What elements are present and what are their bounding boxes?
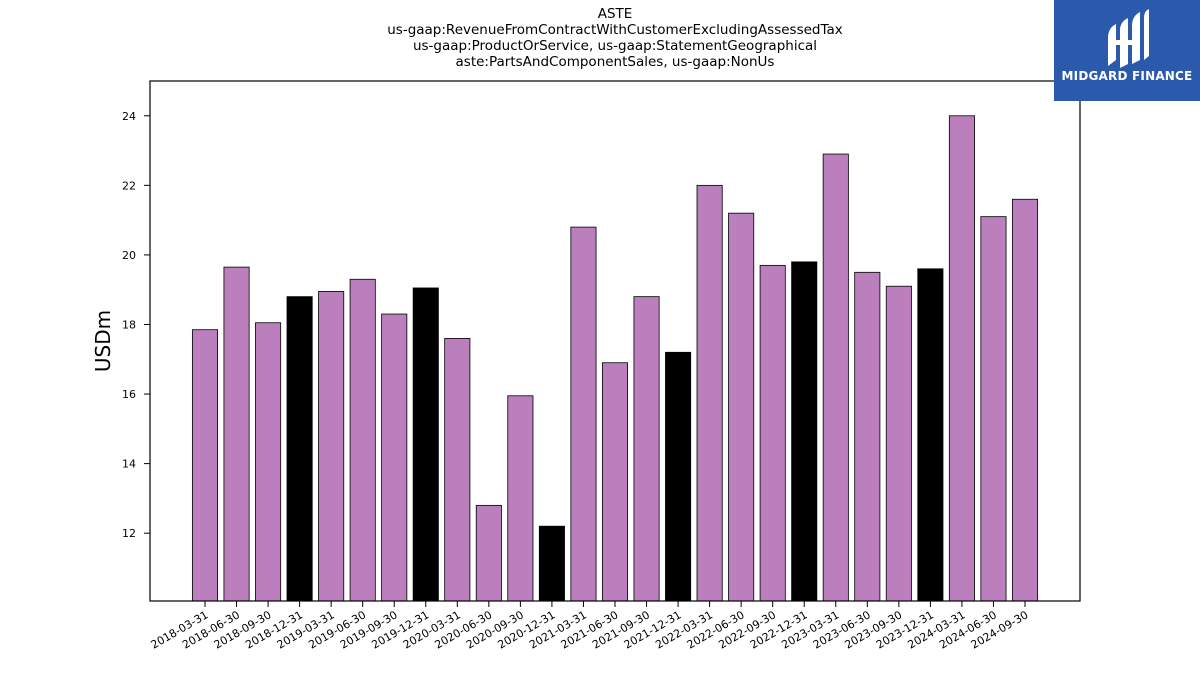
bar-2022-06-30 bbox=[728, 212, 755, 602]
bar-2022-09-30 bbox=[759, 264, 786, 602]
bar-2023-09-30 bbox=[885, 285, 912, 602]
y-tick-label-18: 18 bbox=[122, 318, 136, 331]
title-line-4: aste:PartsAndComponentSales, us-gaap:Non… bbox=[455, 54, 775, 70]
y-axis-label: USDm bbox=[91, 310, 115, 372]
bar-2018-12-31 bbox=[286, 296, 313, 602]
bar-2020-12-31 bbox=[538, 525, 565, 602]
x-axis: 2018-03-312018-06-302018-09-302018-12-31… bbox=[149, 601, 1031, 652]
bar-2024-03-31 bbox=[948, 115, 975, 602]
bar-2019-06-30 bbox=[349, 278, 376, 602]
bar-2021-03-31 bbox=[570, 226, 597, 602]
bar-2023-03-31 bbox=[822, 153, 849, 602]
y-tick-label-22: 22 bbox=[122, 179, 136, 192]
bar-2019-12-31 bbox=[412, 287, 439, 602]
bar-2024-09-30 bbox=[1011, 198, 1039, 602]
bar-2020-06-30 bbox=[475, 504, 502, 602]
bar-2021-12-31 bbox=[665, 351, 692, 602]
y-tick-label-14: 14 bbox=[122, 458, 136, 471]
bar-2021-09-30 bbox=[633, 296, 660, 602]
bar-2018-03-31 bbox=[191, 329, 219, 602]
bar-2022-12-31 bbox=[791, 261, 818, 602]
bar-2020-03-31 bbox=[444, 337, 471, 602]
y-tick-label-16: 16 bbox=[122, 388, 136, 401]
title-line-3: us-gaap:ProductOrService, us-gaap:Statem… bbox=[412, 38, 818, 54]
logo-mark-icon bbox=[1108, 9, 1149, 68]
chart-title: ASTE us-gaap:RevenueFromContractWithCust… bbox=[150, 6, 1080, 70]
bar-2018-06-30 bbox=[223, 266, 250, 602]
bar-2019-09-30 bbox=[381, 313, 408, 602]
bars-group bbox=[191, 115, 1039, 602]
y-tick-label-20: 20 bbox=[122, 249, 136, 262]
title-line-2: us-gaap:RevenueFromContractWithCustomerE… bbox=[387, 22, 843, 38]
y-tick-label-12: 12 bbox=[122, 527, 136, 540]
bar-2024-06-30 bbox=[980, 216, 1007, 602]
bar-2022-03-31 bbox=[696, 184, 723, 602]
bar-2020-09-30 bbox=[507, 395, 534, 602]
logo-text: MIDGARD FINANCE bbox=[1061, 69, 1193, 83]
midgard-finance-logo: MIDGARD FINANCE bbox=[1054, 0, 1200, 101]
y-tick-label-24: 24 bbox=[122, 110, 136, 123]
bar-2019-03-31 bbox=[318, 291, 345, 602]
title-line-1: ASTE bbox=[597, 6, 633, 22]
bar-2023-12-31 bbox=[917, 268, 944, 602]
bar-2023-06-30 bbox=[854, 271, 881, 602]
bar-2018-09-30 bbox=[255, 322, 282, 602]
bar-2021-06-30 bbox=[601, 362, 629, 602]
y-axis: 12 14 16 18 20 22 24 bbox=[122, 110, 150, 540]
